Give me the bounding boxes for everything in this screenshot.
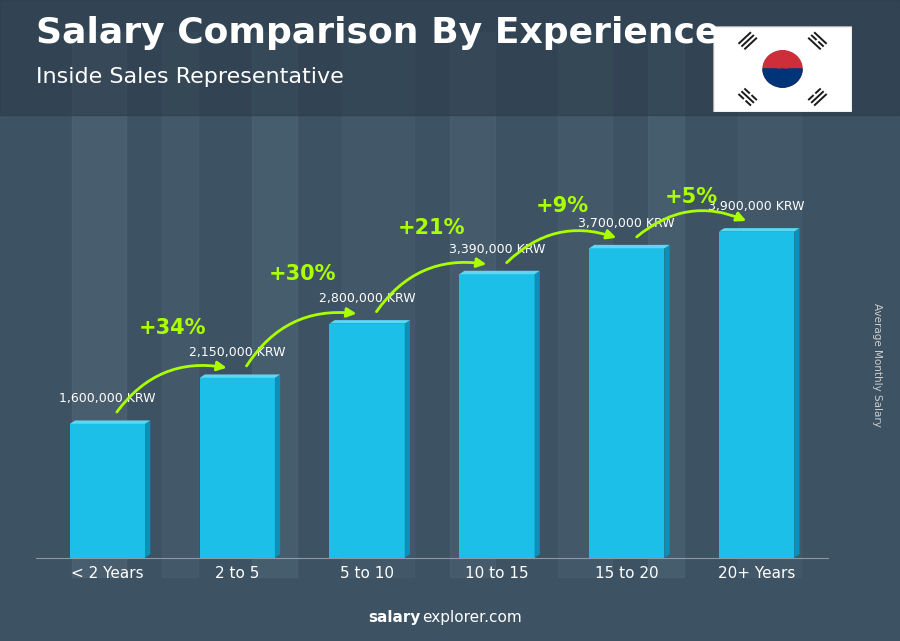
- Text: 3,390,000 KRW: 3,390,000 KRW: [449, 243, 545, 256]
- Bar: [162, 32, 198, 577]
- Text: 3,900,000 KRW: 3,900,000 KRW: [708, 200, 805, 213]
- Polygon shape: [794, 228, 799, 558]
- Bar: [459, 274, 535, 558]
- Bar: [450, 32, 495, 577]
- Bar: [72, 32, 126, 577]
- Polygon shape: [70, 420, 150, 424]
- Polygon shape: [459, 271, 540, 274]
- Bar: [70, 424, 145, 558]
- Text: +30%: +30%: [268, 263, 336, 283]
- Bar: [252, 32, 297, 577]
- Bar: [342, 32, 414, 577]
- Text: explorer.com: explorer.com: [422, 610, 522, 625]
- Polygon shape: [274, 374, 280, 558]
- Bar: [558, 32, 612, 577]
- Polygon shape: [719, 228, 799, 231]
- Circle shape: [773, 69, 792, 87]
- Text: salary: salary: [368, 610, 420, 625]
- Polygon shape: [200, 374, 280, 378]
- Text: 2,150,000 KRW: 2,150,000 KRW: [189, 346, 285, 360]
- Polygon shape: [664, 245, 670, 558]
- Polygon shape: [590, 245, 670, 248]
- Bar: [200, 378, 274, 558]
- Bar: [329, 324, 405, 558]
- Bar: [590, 248, 664, 558]
- Text: Salary Comparison By Experience: Salary Comparison By Experience: [36, 16, 719, 50]
- Text: Inside Sales Representative: Inside Sales Representative: [36, 67, 344, 87]
- Circle shape: [773, 51, 792, 69]
- Polygon shape: [145, 420, 150, 558]
- Polygon shape: [329, 320, 410, 324]
- Text: 3,700,000 KRW: 3,700,000 KRW: [579, 217, 675, 230]
- Text: 2,800,000 KRW: 2,800,000 KRW: [319, 292, 416, 305]
- Circle shape: [763, 51, 802, 87]
- Text: +9%: +9%: [536, 196, 589, 216]
- Bar: [738, 32, 801, 577]
- Bar: [0, 0, 900, 115]
- Text: Average Monthly Salary: Average Monthly Salary: [872, 303, 883, 428]
- Text: +34%: +34%: [139, 318, 206, 338]
- Polygon shape: [405, 320, 410, 558]
- Text: 1,600,000 KRW: 1,600,000 KRW: [59, 392, 156, 406]
- Text: +5%: +5%: [665, 187, 718, 207]
- Bar: [719, 231, 794, 558]
- Text: +21%: +21%: [398, 218, 466, 238]
- Bar: [648, 32, 684, 577]
- Wedge shape: [763, 69, 802, 87]
- Polygon shape: [535, 271, 540, 558]
